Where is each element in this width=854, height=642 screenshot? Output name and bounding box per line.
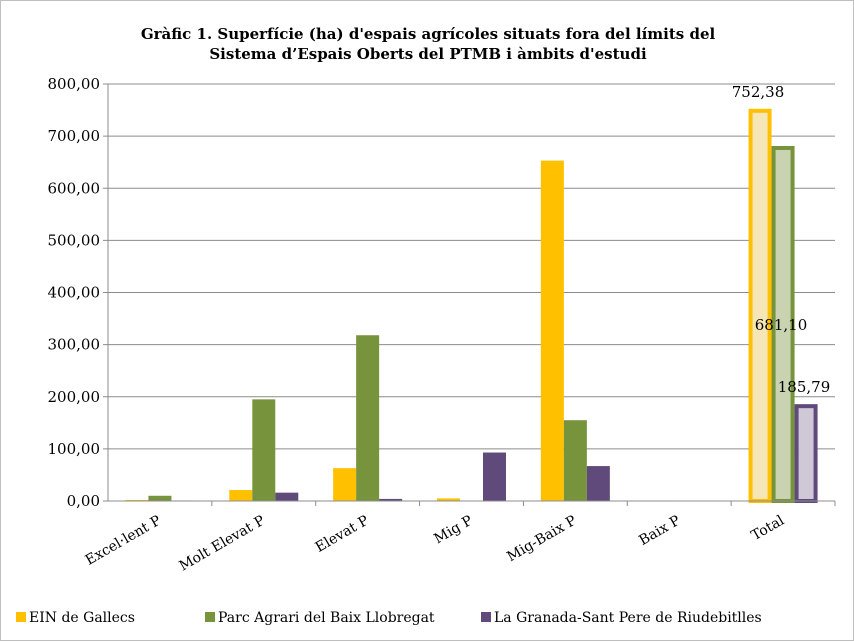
bar-parc-agrari-del-baix-llobregat-molt-elevat-p [252,399,276,501]
bar-parc-agrari-del-baix-llobregat-elevat-p [356,335,380,501]
axes [107,84,835,502]
data-label-total-parc: 681,10 [755,316,808,334]
y-tick-label: 800,00 [48,75,101,93]
bar-ein-de-gallecs-molt-elevat-p [229,490,253,501]
data-labels: 752,38 681,10 185,79 [732,83,831,396]
y-tick-label: 200,00 [48,388,101,406]
legend-label-ein: EIN de Gallecs [29,610,135,626]
bar-la-granada-sant-pere-de-riudebitlles-mig-baix-p [586,466,610,501]
bar-ein-de-gallecs-elevat-p [333,468,357,501]
bar-parc-agrari-del-baix-llobregat-excel-lent-p [148,495,172,501]
bar-ein-de-gallecs-excel-lent-p [125,499,149,501]
bar-ein-de-gallecs-total [748,108,772,503]
x-tick-label: Baix P [636,513,683,549]
gridlines [108,83,835,450]
bar-la-granada-sant-pere-de-riudebitlles-molt-elevat-p [275,492,299,501]
legend-label-parc: Parc Agrari del Baix Llobregat [218,610,435,626]
x-tick-label: Total [749,512,788,544]
legend-swatch-parc [205,612,215,622]
bar-ein-de-gallecs-mig-baix-p [540,160,564,501]
bar-la-granada-sant-pere-de-riudebitlles-elevat-p [379,498,403,501]
bar-parc-agrari-del-baix-llobregat-mig-baix-p [563,420,587,501]
data-label-total-ein: 752,38 [732,83,785,101]
legend-swatch-ein [16,612,26,622]
bars [125,108,818,503]
chart-title-line-2: Sistema d’Espais Oberts del PTMB i àmbit… [209,45,647,63]
y-tick-label: 300,00 [48,336,101,354]
bar-ein-de-gallecs-mig-p [437,498,460,501]
chart-title-line-1: Gràfic 1. Superfície (ha) d'espais agríc… [141,25,716,43]
y-tick-label: 100,00 [48,440,101,458]
x-tick-label: Molt Elevat P [177,513,268,575]
legend-label-granada: La Granada-Sant Pere de Riudebitlles [494,610,762,626]
bar-la-granada-sant-pere-de-riudebitlles-mig-p [483,452,506,501]
y-tick-label: 600,00 [48,179,101,197]
x-tick-label: Excel·lent P [83,513,164,569]
x-tick-label: Elevat P [313,513,372,556]
y-tick-label: 700,00 [48,127,101,145]
y-tick-label: 400,00 [48,284,101,302]
y-axis-ticks: 0,00 100,00 200,00 300,00 400,00 500,00 600,00… [48,75,108,510]
data-label-total-granada: 185,79 [778,378,831,396]
y-tick-label: 0,00 [67,492,100,510]
legend-swatch-granada [481,612,491,622]
x-tick-label: Mig P [431,513,475,548]
x-tick-label: Mig-Baix P [504,513,579,566]
bar-la-granada-sant-pere-de-riudebitlles-total [794,404,818,503]
x-axis-ticks: Excel·lent P Molt Elevat P Elevat P Mig P Mi… [83,501,836,575]
legend: EIN de Gallecs Parc Agrari del Baix Llob… [16,610,762,626]
y-tick-label: 500,00 [48,231,101,249]
